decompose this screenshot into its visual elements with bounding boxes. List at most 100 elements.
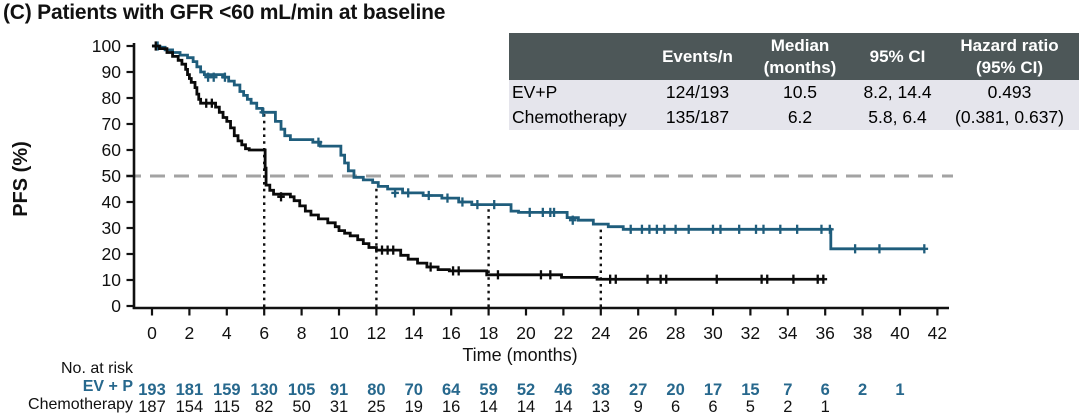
at-risk-count: 52 [516,381,536,399]
stats-chemo-ci: 5.8, 6.4 [855,105,940,130]
x-axis-label: Time (months) [462,345,578,365]
x-tick-label: 18 [479,323,498,343]
x-tick-label: 4 [222,323,232,343]
y-tick-label: 0 [111,296,121,316]
x-tick-label: 30 [703,323,723,343]
at-risk-count: 5 [745,398,755,416]
at-risk-title: No. at risk [60,360,133,377]
at-risk-count: 59 [479,381,498,399]
at-risk-count: 115 [213,398,240,416]
at-risk-count: 80 [367,381,386,399]
x-tick-label: 2 [185,323,195,343]
x-tick-label: 24 [591,323,611,343]
stats-header-ci: 95% CI [855,33,940,80]
stats-chemo-median: 6.2 [745,105,855,130]
y-tick-label: 100 [92,36,121,56]
stats-evp-hr: 0.493 [940,80,1079,105]
stats-header-row: Events/n Median (months) 95% CI Hazard r… [509,33,1079,80]
at-risk-count: 181 [175,381,204,399]
at-risk-count: 187 [138,398,166,416]
y-tick-label: 20 [102,244,122,264]
stats-header-blank [509,33,650,80]
at-risk-count: 16 [442,398,461,416]
stats-evp-median: 10.5 [745,80,855,105]
at-risk-count: 130 [250,381,278,399]
y-tick-label: 10 [102,270,122,290]
y-tick-label: 60 [102,140,122,160]
at-risk-count: 6 [820,381,830,399]
at-risk-count: 15 [741,381,760,399]
stats-chemo-hr: (0.381, 0.637) [940,105,1079,130]
at-risk-values-chemo: 187 154 115 82 50 31 25 19 16 14 14 14 13 9 6 6 5 2 1 [0,398,1080,416]
at-risk-count: 6 [671,398,681,416]
stats-evp-label: EV+P [509,80,650,105]
x-tick-label: 12 [367,323,386,343]
at-risk-count: 2 [783,398,793,416]
x-tick-label: 20 [516,323,536,343]
at-risk-count: 19 [404,398,423,416]
x-tick-label: 6 [259,323,269,343]
x-tick-label: 34 [778,323,798,343]
stats-row-chemo: Chemotherapy 135/187 6.2 5.8, 6.4 (0.381… [509,105,1079,130]
x-tick-label: 36 [815,323,834,343]
at-risk-count: 14 [479,398,498,416]
x-tick-label: 14 [404,323,424,343]
at-risk-count: 105 [287,381,316,399]
y-tick-label: 80 [102,88,122,108]
stats-table: Events/n Median (months) 95% CI Hazard r… [509,33,1079,130]
stats-chemo-label: Chemotherapy [509,105,650,130]
stats-header-median: Median (months) [745,33,855,80]
x-tick-label: 0 [147,323,157,343]
at-risk-count: 1 [895,381,905,399]
x-tick-label: 16 [441,323,460,343]
stats-evp-ci: 8.2, 14.4 [855,80,940,105]
x-tick-label: 28 [666,323,685,343]
at-risk-values-evp: 193 181 159 130 105 91 80 70 64 59 52 46 38 27 20 17 15 7… [0,381,1080,399]
y-tick-label: 90 [102,62,122,82]
at-risk-count: 31 [329,398,349,416]
y-tick-label: 50 [102,166,122,186]
at-risk-count: 70 [404,381,423,399]
stats-header-events: Events/n [650,33,745,80]
y-tick-label: 70 [102,114,122,134]
y-tick-label: 30 [102,218,122,238]
at-risk-count: 6 [708,398,718,416]
x-tick-label: 8 [297,323,307,343]
panel-title: (C) Patients with GFR <60 mL/min at base… [3,1,446,24]
x-tick-label: 32 [741,323,760,343]
at-risk-count: 9 [633,398,643,416]
at-risk-count: 159 [213,381,241,399]
stats-header-hr: Hazard ratio (95% CI) [940,33,1079,80]
x-tick-label: 22 [554,323,573,343]
at-risk-count: 193 [138,381,166,399]
at-risk-count: 2 [858,381,868,399]
x-tick-label: 40 [890,323,910,343]
x-tick-label: 10 [329,323,349,343]
stats-row-evp: EV+P 124/193 10.5 8.2, 14.4 0.493 [509,80,1079,105]
at-risk-count: 14 [554,398,573,416]
at-risk-count: 91 [329,381,349,399]
at-risk-count: 25 [367,398,386,416]
at-risk-count: 17 [703,381,723,399]
at-risk-count: 27 [629,381,648,399]
x-tick-label: 42 [928,323,947,343]
at-risk-count: 20 [666,381,685,399]
stats-chemo-events: 135/187 [650,105,745,130]
at-risk-count: 13 [591,398,610,416]
at-risk-label-chemo: Chemotherapy [28,396,133,413]
km-curve-evp [152,44,925,251]
at-risk-count: 38 [591,381,610,399]
stats-evp-events: 124/193 [650,80,745,105]
at-risk-count: 14 [516,398,536,416]
at-risk-count: 82 [255,398,274,416]
at-risk-count: 64 [442,381,461,399]
at-risk-label-evp: EV + P [82,378,133,395]
y-tick-label: 40 [102,192,122,212]
x-tick-label: 38 [853,323,872,343]
at-risk-count: 7 [783,381,793,399]
at-risk-count: 154 [175,398,204,416]
at-risk-count: 1 [820,398,830,416]
at-risk-count: 50 [292,398,311,416]
